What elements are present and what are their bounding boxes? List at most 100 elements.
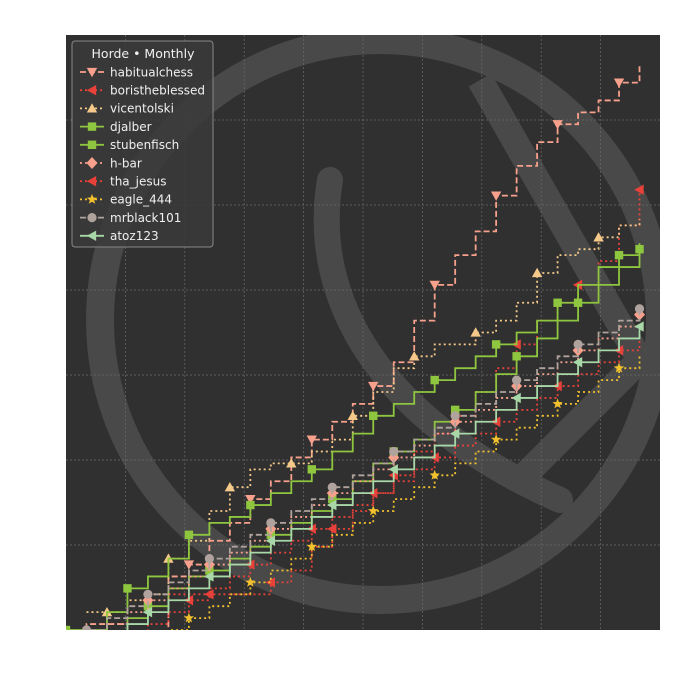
legend-item-eagle_444: eagle_444: [80, 193, 172, 207]
data-point-vicentolski: [347, 410, 358, 420]
data-point-habitualchess: [368, 381, 379, 392]
data-point-atoz123: [572, 357, 583, 368]
data-point-djalber: [430, 375, 439, 385]
data-point-habitualchess: [552, 120, 563, 130]
series-line-vicentolski: [86, 219, 641, 614]
legend-marker-mrblack101: [87, 213, 97, 223]
legend-label-mrblack101: mrblack101: [110, 211, 181, 225]
legend-item-tha_jesus: tha_jesus: [80, 175, 167, 189]
data-point-mrblack101: [143, 589, 153, 599]
data-point-mrblack101: [512, 375, 522, 385]
data-point-habitualchess: [490, 191, 502, 201]
legend-label-eagle_444: eagle_444: [110, 193, 172, 207]
data-point-vicentolski: [409, 351, 420, 361]
data-point-vicentolski: [286, 458, 297, 468]
legend: Horde • Monthly habitualchess boristheble…: [71, 40, 214, 248]
data-point-vicentolski: [470, 327, 481, 337]
data-point-atoz123: [327, 499, 337, 511]
legend-label-stubenfisch: stubenfisch: [110, 138, 179, 152]
legend-label-h-bar: h-bar: [110, 156, 142, 170]
data-point-vicentolski: [224, 482, 236, 492]
legend-marker-djalber: [87, 122, 97, 131]
legend-marker-tha_jesus: [86, 176, 97, 187]
data-point-atoz123: [265, 535, 275, 546]
legend-item-stubenfisch: stubenfisch: [80, 138, 179, 152]
data-point-mrblack101: [573, 339, 583, 349]
series-line-habitualchess: [85, 64, 641, 630]
data-point-eagle_444: [552, 398, 563, 409]
data-point-mrblack101: [266, 518, 276, 528]
data-point-vicentolski: [531, 267, 543, 278]
legend-label-boristheblessed: boristheblessed: [110, 84, 205, 98]
data-point-habitualchess: [183, 560, 195, 570]
legend-marker-h-bar: [86, 157, 98, 169]
data-point-djalber: [307, 465, 316, 474]
legend-title: Horde • Monthly: [92, 46, 196, 61]
series-line-stubenfisch: [126, 249, 641, 630]
legend-marker-stubenfisch: [87, 140, 97, 149]
series-line-tha_jesus: [147, 338, 641, 630]
legend-marker-atoz123: [86, 230, 97, 241]
data-point-eagle_444: [429, 469, 440, 480]
data-point-eagle_444: [490, 434, 502, 444]
data-point-habitualchess: [306, 435, 317, 445]
data-point-djalber: [614, 250, 624, 260]
data-point-djalber: [66, 625, 71, 630]
data-point-djalber: [491, 340, 501, 349]
watermark-ring: [86, 35, 660, 614]
legend-label-habitualchess: habitualchess: [110, 65, 193, 79]
series-atoz123: [126, 321, 644, 630]
data-point-stubenfisch: [573, 298, 583, 307]
legend-marker-eagle_444: [86, 193, 98, 204]
legend-item-djalber: djalber: [80, 120, 152, 134]
legend-item-mrblack101: mrblack101: [80, 211, 181, 225]
data-point-atoz123: [204, 571, 214, 582]
data-point-djalber: [123, 584, 132, 593]
legend-item-habitualchess: habitualchess: [80, 65, 193, 79]
data-point-eagle_444: [613, 362, 625, 373]
data-point-mrblack101: [450, 411, 460, 421]
series-clip-group: [66, 64, 646, 630]
data-point-djalber: [246, 500, 255, 510]
data-point-atoz123: [634, 321, 644, 332]
legend-marker-habitualchess: [86, 67, 98, 78]
data-point-habitualchess: [429, 280, 440, 291]
series-mrblack101: [81, 304, 645, 630]
data-point-atoz123: [511, 392, 521, 404]
data-point-mrblack101: [389, 446, 399, 457]
legend-label-atoz123: atoz123: [110, 229, 159, 243]
data-point-habitualchess: [245, 494, 256, 505]
data-point-mrblack101: [81, 625, 92, 630]
data-point-djalber: [553, 298, 562, 307]
legend-item-h-bar: h-bar: [80, 156, 142, 170]
data-point-stubenfisch: [450, 405, 460, 415]
data-point-atoz123: [388, 464, 398, 475]
data-point-mrblack101: [634, 304, 645, 314]
legend-item-atoz123: atoz123: [80, 229, 159, 243]
legend-marker-vicentolski: [86, 103, 98, 113]
data-point-boristheblessed: [204, 589, 214, 600]
data-point-eagle_444: [306, 541, 317, 552]
series-layer: [66, 64, 646, 630]
data-point-atoz123: [449, 428, 460, 439]
data-point-eagle_444: [368, 505, 379, 516]
series-line-mrblack101: [85, 308, 641, 630]
data-point-mrblack101: [204, 554, 214, 564]
data-point-boristheblessed: [634, 184, 644, 195]
series-line-djalber: [66, 243, 641, 630]
legend-item-boristheblessed: boristheblessed: [80, 84, 205, 98]
legend-label-vicentolski: vicentolski: [110, 102, 174, 116]
watermark-stroke: [468, 73, 653, 490]
series-habitualchess: [85, 64, 641, 630]
data-point-stubenfisch: [512, 352, 521, 361]
data-point-stubenfisch: [635, 245, 644, 254]
legend-marker-boristheblessed: [86, 85, 97, 96]
data-point-habitualchess: [613, 78, 625, 88]
watermark-curve: [313, 167, 573, 513]
data-point-atoz123: [142, 606, 153, 618]
legend-label-tha_jesus: tha_jesus: [110, 175, 167, 189]
data-point-eagle_444: [183, 612, 195, 623]
data-point-vicentolski: [593, 232, 604, 242]
legend-item-vicentolski: vicentolski: [80, 102, 174, 116]
